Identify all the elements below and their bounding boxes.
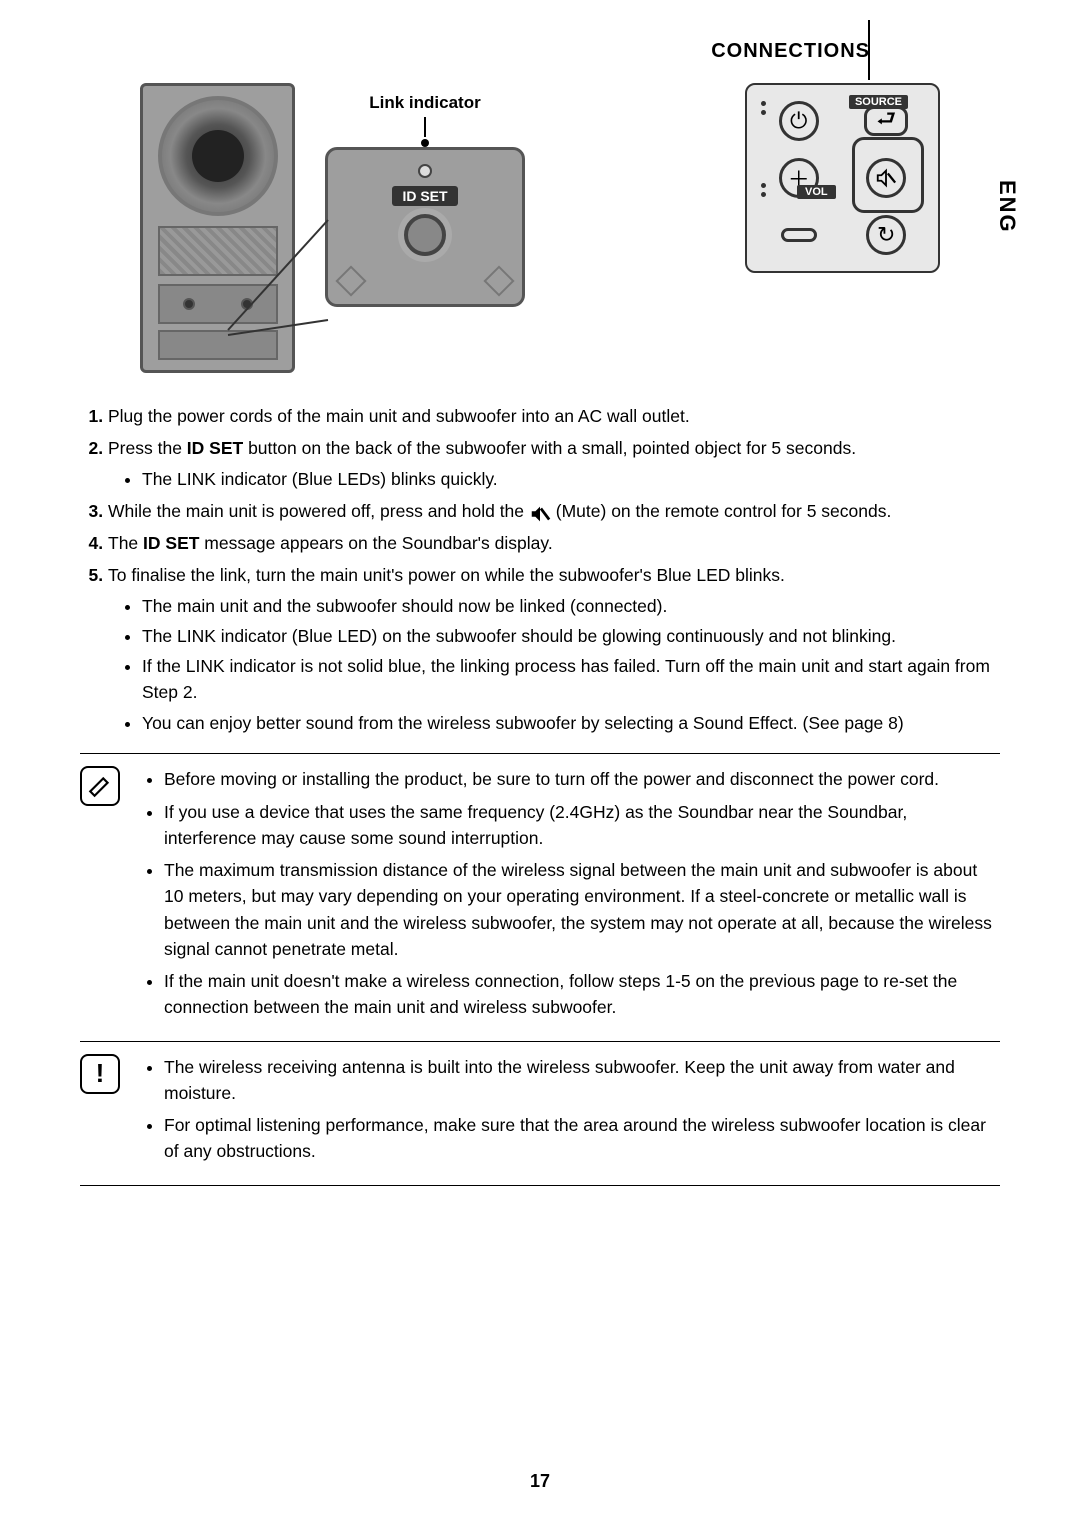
section-title: CONNECTIONS xyxy=(80,40,1000,63)
diagram-row: Link indicator ID SET SOURCE VOL ⏻ ⮐ ＋ xyxy=(80,83,1000,373)
speaker-cone-icon xyxy=(158,96,278,216)
step-5: To finalise the link, turn the main unit… xyxy=(108,562,1000,736)
language-tab: ENG xyxy=(994,180,1020,234)
note-item: If you use a device that uses the same f… xyxy=(164,799,1000,852)
caution-icon: ! xyxy=(80,1054,120,1094)
step-text: Press the xyxy=(108,438,187,458)
divider xyxy=(80,753,1000,754)
step-text: (Mute) on the remote control for 5 secon… xyxy=(556,501,892,521)
note-item: Before moving or installing the product,… xyxy=(164,766,1000,792)
step-5-sub: You can enjoy better sound from the wire… xyxy=(142,710,1000,736)
note-block-info: Before moving or installing the product,… xyxy=(80,766,1000,1026)
step-text: Plug the power cords of the main unit an… xyxy=(108,406,690,426)
step-2-sub: The LINK indicator (Blue LEDs) blinks qu… xyxy=(142,466,1000,492)
idset-button-icon xyxy=(404,214,446,256)
note-pencil-icon xyxy=(80,766,120,806)
mute-highlight-box xyxy=(852,137,924,213)
mute-icon xyxy=(529,503,551,521)
repeat-button-icon: ↻ xyxy=(847,210,927,259)
remote-dots-icon xyxy=(761,183,766,197)
step-5-sub: If the LINK indicator is not solid blue,… xyxy=(142,653,1000,706)
note-item: For optimal listening performance, make … xyxy=(164,1112,1000,1165)
link-indicator-label: Link indicator xyxy=(325,93,525,113)
divider xyxy=(80,1041,1000,1042)
remote-pill-button-icon xyxy=(759,210,839,259)
power-button-icon: ⏻ xyxy=(759,97,839,146)
remote-source-label: SOURCE xyxy=(849,95,908,109)
step-text: The xyxy=(108,533,143,553)
note-block-caution: ! The wireless receiving antenna is buil… xyxy=(80,1054,1000,1171)
remote-illustration: SOURCE VOL ⏻ ⮐ ＋ ↻ xyxy=(745,83,940,273)
step-4: The ID SET message appears on the Soundb… xyxy=(108,530,1000,556)
note-item: If the main unit doesn't make a wireless… xyxy=(164,968,1000,1021)
header-divider xyxy=(868,20,870,80)
idset-callout: Link indicator ID SET xyxy=(325,83,525,307)
step-bold: ID SET xyxy=(187,438,243,458)
note-item: The wireless receiving antenna is built … xyxy=(164,1054,1000,1107)
idset-pill-label: ID SET xyxy=(392,186,457,206)
step-text: While the main unit is powered off, pres… xyxy=(108,501,529,521)
callout-pointer-line xyxy=(424,117,426,137)
link-led-icon xyxy=(418,164,432,178)
callout-pointer-dot xyxy=(421,139,429,147)
step-1: Plug the power cords of the main unit an… xyxy=(108,403,1000,429)
step-5-sub: The LINK indicator (Blue LED) on the sub… xyxy=(142,623,1000,649)
step-text: button on the back of the subwoofer with… xyxy=(243,438,856,458)
instruction-list: Plug the power cords of the main unit an… xyxy=(80,403,1000,736)
remote-vol-label: VOL xyxy=(797,185,836,199)
step-text: To finalise the link, turn the main unit… xyxy=(108,565,785,585)
step-2: Press the ID SET button on the back of t… xyxy=(108,435,1000,492)
page-number: 17 xyxy=(0,1471,1080,1492)
step-text: message appears on the Soundbar's displa… xyxy=(199,533,552,553)
remote-dots-icon xyxy=(761,101,766,115)
note-item: The maximum transmission distance of the… xyxy=(164,857,1000,962)
step-3: While the main unit is powered off, pres… xyxy=(108,498,1000,524)
step-bold: ID SET xyxy=(143,533,199,553)
callout-leader-lines xyxy=(228,220,328,345)
step-5-sub: The main unit and the subwoofer should n… xyxy=(142,593,1000,619)
divider xyxy=(80,1185,1000,1186)
